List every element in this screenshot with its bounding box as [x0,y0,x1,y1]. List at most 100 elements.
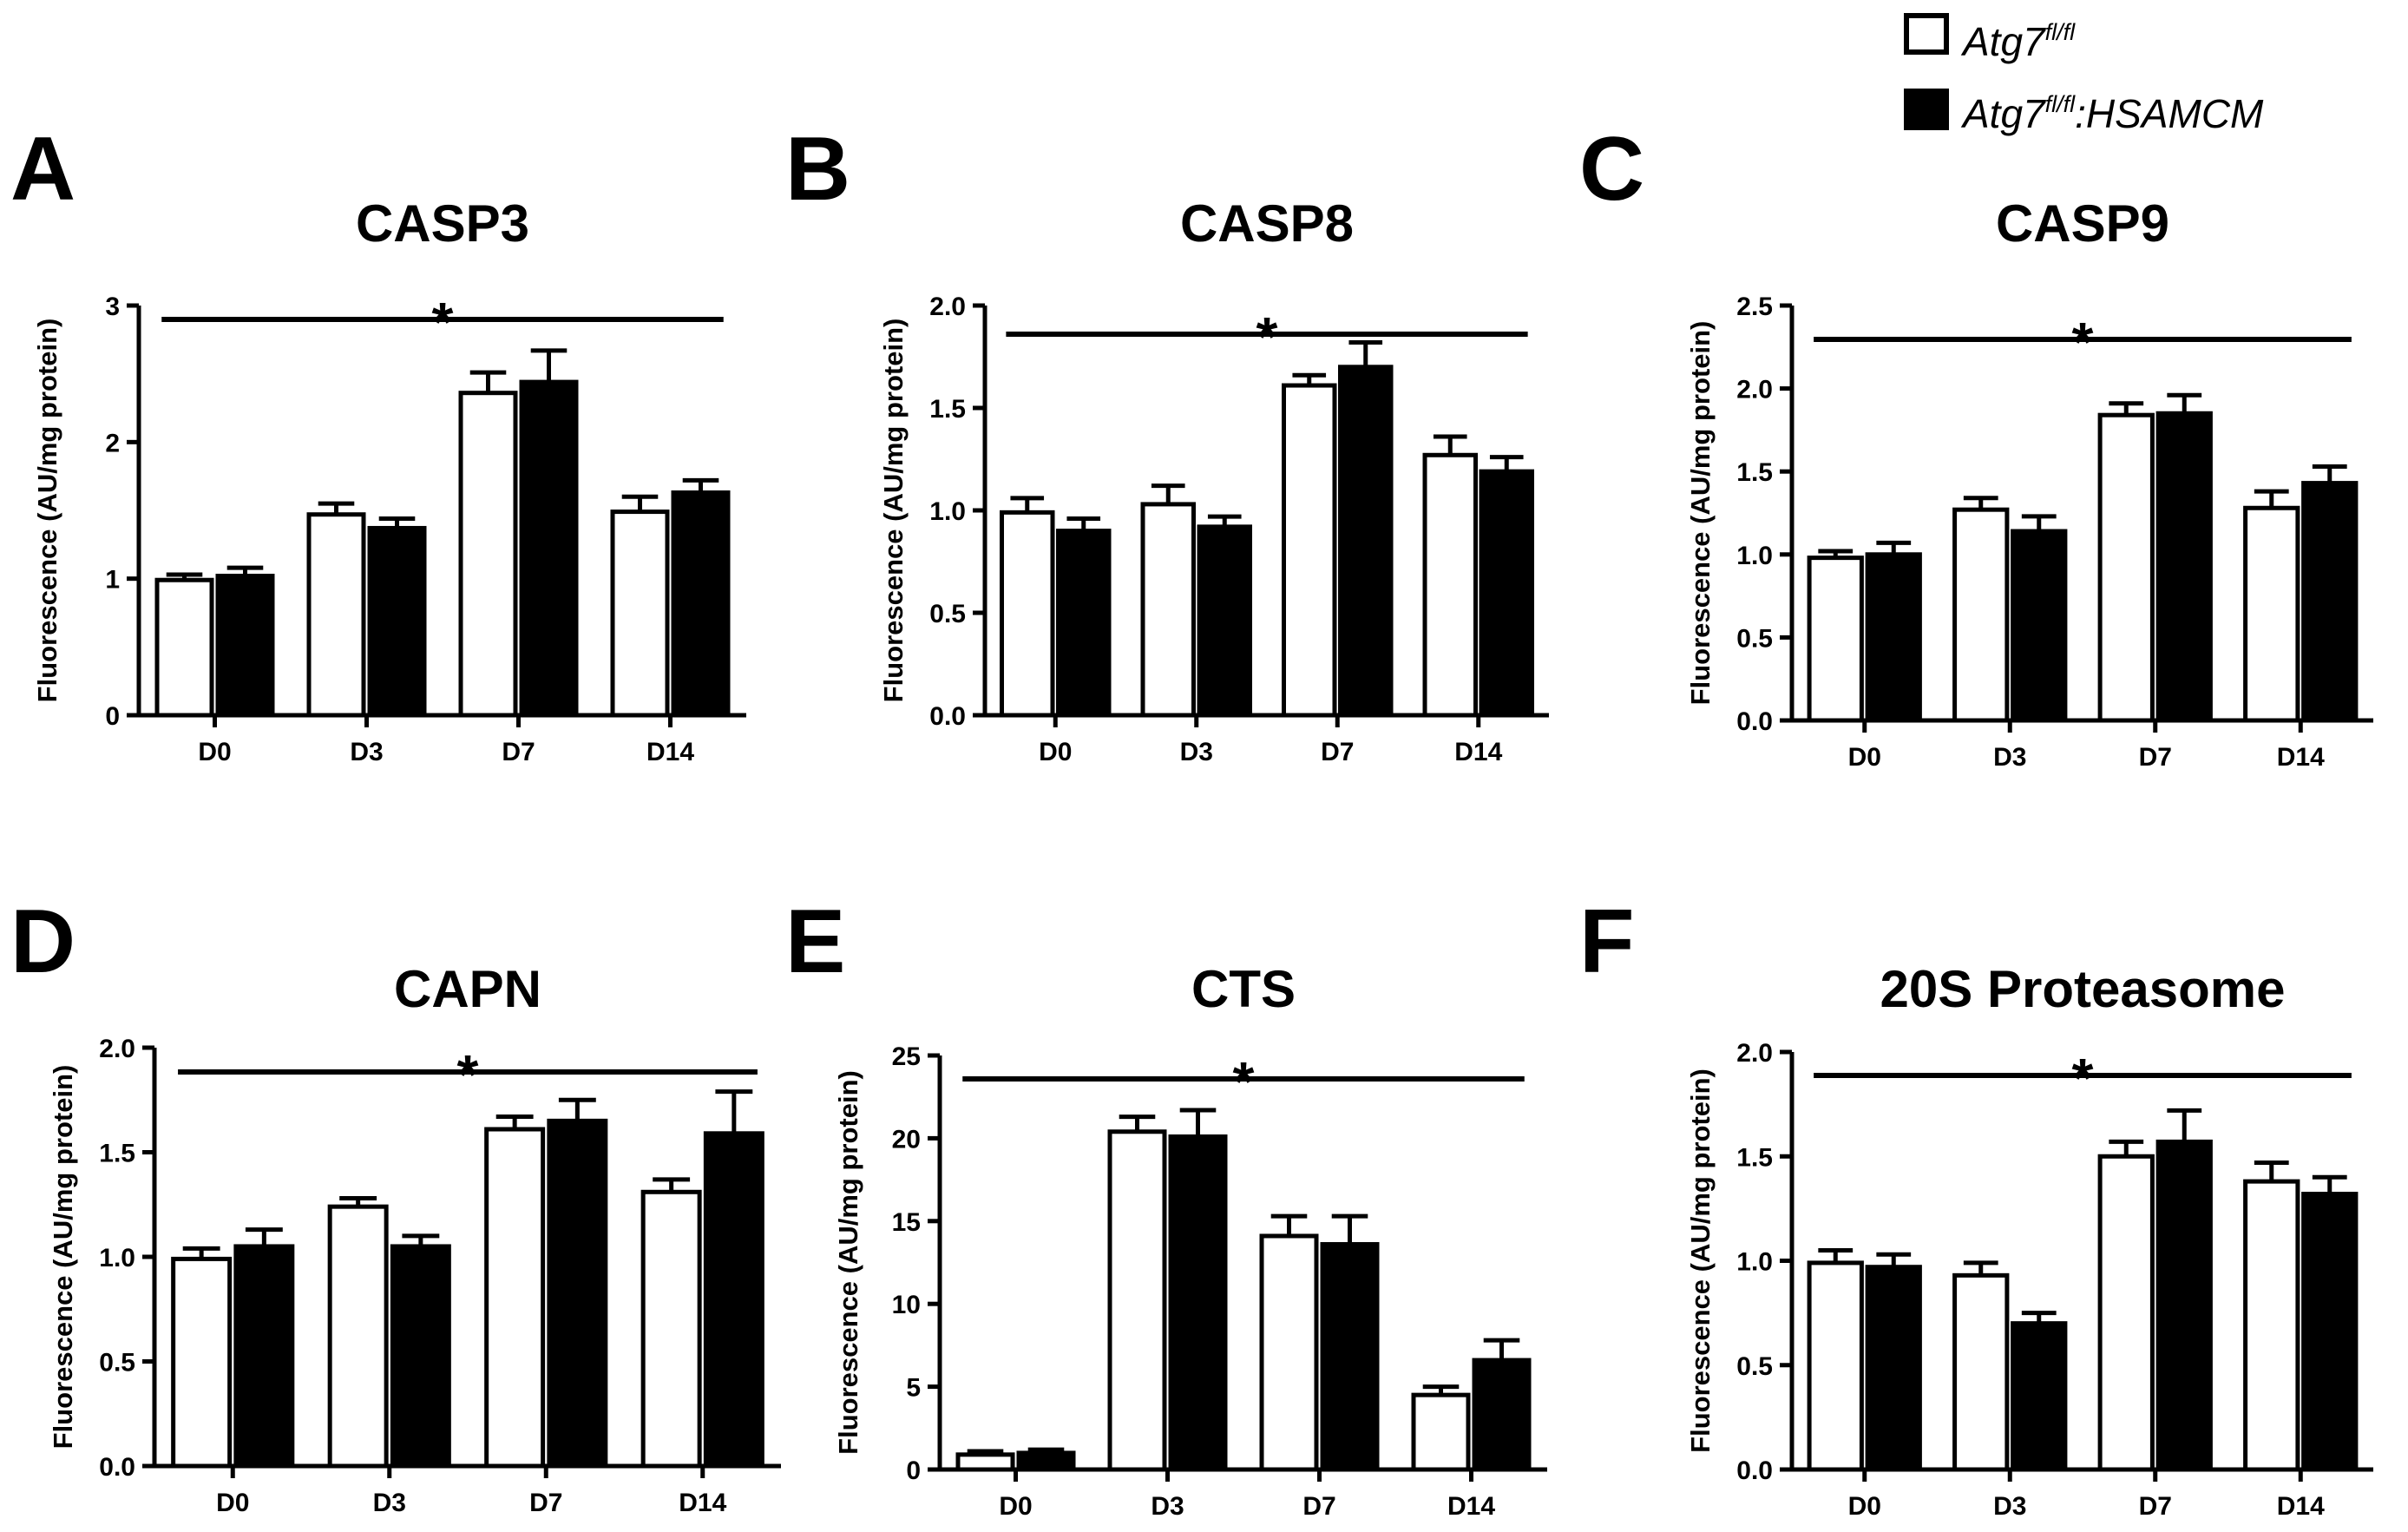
bar [2097,1154,2155,1472]
y-tick-label: 1.5 [929,395,966,424]
y-axis-label: Fluorescence (AU/mg protein) [1685,321,1716,706]
x-tick-label: D7 [2139,743,2172,772]
bar [390,1244,451,1469]
bar [327,1204,389,1469]
legend-label-base: Atg7 [1960,19,2046,64]
y-tick-label: 3 [105,293,120,321]
y-tick-label: 0 [105,702,120,731]
x-tick-label: D3 [350,738,383,766]
bar [2155,411,2213,723]
bar [484,1127,546,1469]
y-axis-label: Fluorescence (AU/mg protein) [32,319,62,703]
y-tick-label: 1.0 [929,497,966,526]
x-tick-label: D0 [1848,1492,1881,1521]
y-tick-label: 25 [892,1042,921,1071]
chart-title: CASP3 [356,194,529,253]
y-tick-label: 2.0 [1736,376,1773,404]
bar [1259,1233,1319,1472]
legend-entry: Atg7fl/fl [1904,13,2076,64]
bar [1056,529,1112,718]
bar [458,391,518,718]
y-tick-label: 2.0 [99,1035,135,1063]
y-tick-label: 15 [892,1208,921,1237]
bar [1140,502,1196,718]
x-tick-label: D3 [373,1489,406,1517]
x-tick-label: D0 [198,738,231,766]
y-tick-label: 0.5 [99,1349,135,1377]
bar [2011,1321,2068,1472]
panel-a: A CASP3 * 0 1 2 3 Fluorescence (AU/mg protein) D… [10,119,746,766]
panel-letter: D [10,891,75,992]
significance-star: * [432,291,454,353]
panel-letter: B [785,119,850,220]
panel-letter: E [785,891,845,992]
bar [2155,1139,2213,1472]
legend-label-sup: fl/fl [2045,91,2077,117]
x-tick-label: D14 [1454,738,1502,766]
chart-title: CAPN [394,960,541,1018]
y-tick-label: 1.5 [99,1140,135,1168]
y-tick-label: 2.5 [1736,293,1773,321]
bar [1411,1392,1471,1472]
bar [1865,1265,1922,1472]
y-tick-label: 1.0 [1736,542,1773,570]
panel-letter: C [1579,119,1644,220]
legend-swatch [1904,13,1949,55]
legend-swatch [1904,89,1949,130]
legend-label-base: Atg7 [1960,91,2046,136]
panel-e: E CTS * 0 5 10 15 20 25 Fluorescence (AU/mg prote… [785,891,1547,1521]
y-tick-label: 0.0 [1736,1456,1773,1485]
legend-label: Atg7fl/fl [1960,19,2076,64]
bar [233,1244,295,1469]
bar [1807,1260,1864,1472]
x-tick-label: D7 [502,738,535,766]
x-tick-label: D14 [1447,1492,1495,1521]
bar [640,1189,702,1469]
bar [1000,510,1055,718]
x-tick-label: D0 [999,1492,1032,1521]
bar [2011,529,2068,723]
significance-star: * [2072,1047,2094,1109]
y-tick-label: 0.5 [1736,624,1773,653]
panel-letter: F [1579,891,1635,992]
bar [1338,365,1394,718]
legend-label: Atg7fl/fl:HSAMCM [1960,91,2264,136]
significance-star: * [457,1043,479,1106]
x-tick-label: D14 [2277,1492,2325,1521]
y-tick-label: 0.0 [99,1453,135,1482]
y-axis-label: Fluorescence (AU/mg protein) [1685,1068,1716,1453]
bar [1472,1358,1532,1472]
y-tick-label: 0 [906,1456,921,1485]
bar [2243,505,2300,723]
bar [1807,556,1864,723]
y-tick-label: 1.5 [1736,458,1773,487]
significance-star: * [1256,306,1278,368]
y-tick-label: 2.0 [929,293,966,321]
bar [154,577,214,718]
x-tick-label: D3 [1151,1492,1184,1521]
panel-b: B CASP8 * 0.0 0.5 1.0 1.5 2.0 Fluorescence (AU/m… [785,119,1549,766]
panel-d: D CAPN * 0.0 0.5 1.0 1.5 2.0 Fluorescence (AU/mg… [10,891,781,1517]
panel-f: F 20S Proteasome * 0.0 0.5 1.0 1.5 2.0 Fluoresce… [1579,891,2373,1521]
y-axis-label: Fluorescence (AU/mg protein) [878,319,909,703]
bar [1952,1272,2010,1472]
y-tick-label: 0.5 [1736,1352,1773,1381]
x-tick-label: D3 [1180,738,1213,766]
x-tick-label: D3 [1993,1492,2026,1521]
significance-star: * [1233,1050,1255,1113]
x-tick-label: D7 [529,1489,562,1517]
x-tick-label: D14 [646,738,694,766]
bar [955,1452,1015,1472]
bar [215,574,275,718]
chart-title: CASP9 [1996,194,2169,253]
x-tick-label: D0 [1039,738,1072,766]
x-tick-label: D14 [2277,743,2325,772]
y-tick-label: 10 [892,1291,921,1319]
bar [1952,507,2010,723]
bar [1422,452,1478,718]
y-tick-label: 1.5 [1736,1143,1773,1172]
y-tick-label: 20 [892,1125,921,1154]
